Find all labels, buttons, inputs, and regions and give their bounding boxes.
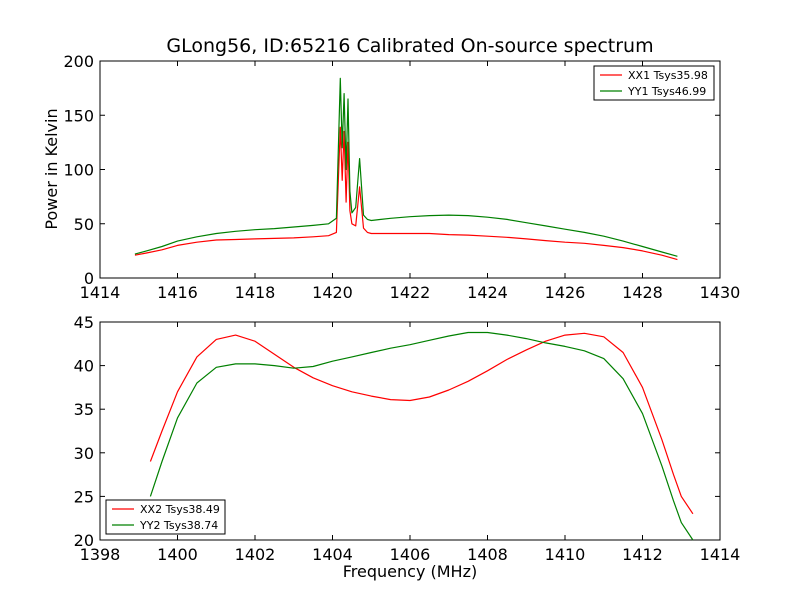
top-ytick-label: 150	[63, 106, 94, 125]
top-ytick-label: 0	[84, 269, 94, 288]
top-xtick-label: 1418	[235, 283, 276, 302]
bottom-panel: Frequency (MHz) 1398 1400 1402 1404 1406 1408…	[74, 313, 741, 581]
bottom-ytick-label: 20	[74, 531, 94, 550]
top-xtick-label: 1422	[390, 283, 431, 302]
bottom-xtick-label: 1404	[312, 545, 353, 564]
bottom-series-group	[149, 331, 694, 541]
top-ytick-label: 200	[63, 52, 94, 71]
top-ytick-label: 100	[63, 161, 94, 180]
bottom-xtick-label: 1410	[545, 545, 586, 564]
bottom-legend-label-yy2: YY2 Tsys38.74	[139, 519, 218, 532]
top-xtick-label: 1428	[622, 283, 663, 302]
top-series-line-red	[134, 126, 678, 261]
top-legend-label-xx1: XX1 Tsys35.98	[628, 69, 708, 82]
top-xtick-label: 1414	[80, 283, 121, 302]
top-legend-box	[593, 65, 715, 101]
top-xtick-label: 1426	[545, 283, 586, 302]
bottom-xtick-label: 1414	[700, 545, 741, 564]
bottom-ytick-label: 25	[74, 487, 94, 506]
chart-title: GLong56, ID:65216 Calibrated On-source s…	[166, 35, 653, 57]
top-series-group	[134, 77, 678, 261]
bottom-xtick-label: 1408	[467, 545, 508, 564]
top-panel: GLong56, ID:65216 Calibrated On-source s…	[42, 35, 740, 302]
bottom-legend-box	[105, 499, 226, 535]
top-ytick-label: 50	[74, 215, 94, 234]
bottom-legend-label-xx2: XX2 Tsys38.49	[140, 503, 220, 516]
top-xtick-label: 1420	[312, 283, 353, 302]
bottom-legend: XX2 Tsys38.49 YY2 Tsys38.74	[105, 499, 226, 535]
bottom-series-line-green	[149, 331, 694, 541]
top-xtick-label: 1424	[467, 283, 508, 302]
top-legend-label-yy1: YY1 Tsys46.99	[627, 85, 706, 98]
bottom-xlabel: Frequency (MHz)	[343, 562, 477, 581]
bottom-ytick-label: 45	[74, 313, 94, 332]
bottom-ytick-label: 30	[74, 444, 94, 463]
top-ylabel: Power in Kelvin	[42, 108, 61, 229]
bottom-xtick-label: 1406	[390, 545, 431, 564]
top-xtick-label: 1430	[700, 283, 741, 302]
bottom-ytick-label: 35	[74, 400, 94, 419]
bottom-xtick-label: 1402	[235, 545, 276, 564]
bottom-xtick-label: 1400	[157, 545, 198, 564]
bottom-ytick-label: 40	[74, 357, 94, 376]
bottom-ticks: 1398 1400 1402 1404 1406 1408 1410 1412 1414 20 25…	[74, 313, 741, 564]
bottom-xtick-label: 1398	[80, 545, 121, 564]
top-ticks: 1414 1416 1418 1420 1422 1424 1426 1428 1430 0 50 1…	[63, 52, 740, 302]
bottom-xtick-label: 1412	[622, 545, 663, 564]
top-legend: XX1 Tsys35.98 YY1 Tsys46.99	[593, 65, 715, 101]
top-series-line-green	[134, 77, 678, 257]
top-xtick-label: 1416	[157, 283, 198, 302]
bottom-series-line-red	[149, 332, 694, 515]
